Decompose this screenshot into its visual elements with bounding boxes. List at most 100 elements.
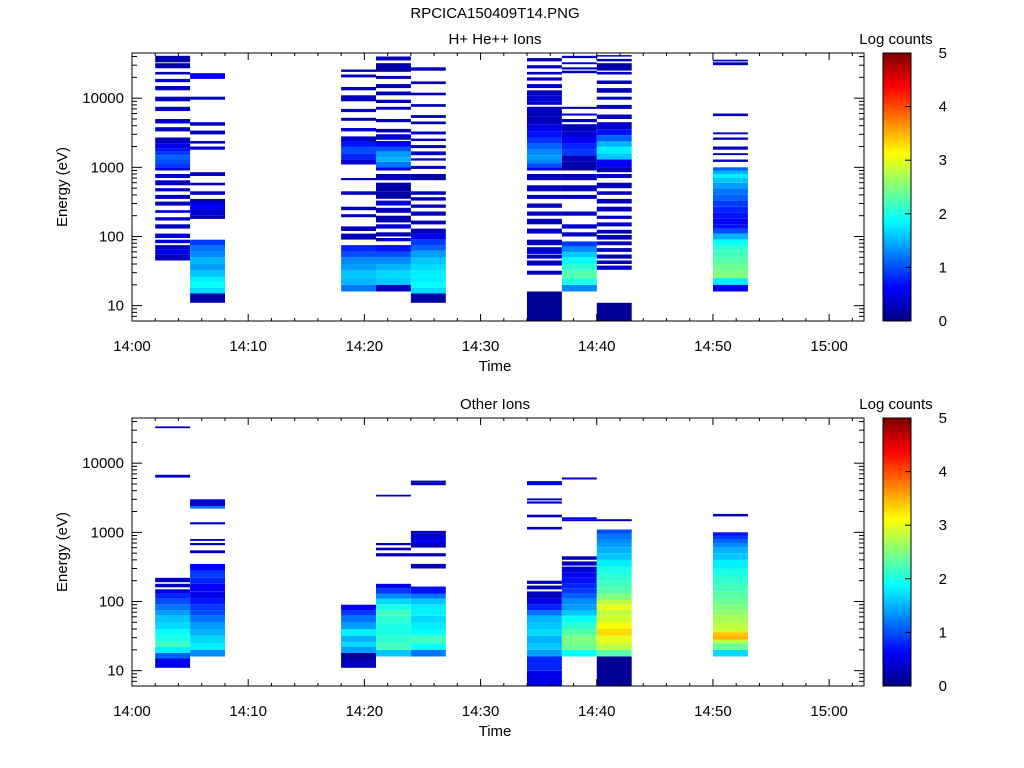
spectrogram-cell — [596, 159, 632, 168]
spectrogram-cell — [155, 615, 191, 623]
spectrogram-cell — [155, 583, 191, 588]
colorbar-segment — [883, 552, 911, 556]
spectrogram-cell — [341, 95, 376, 102]
spectrogram-cell — [341, 635, 376, 642]
colorbar-segment — [883, 101, 911, 105]
spectrogram-cell — [155, 635, 191, 642]
colorbar-segment — [883, 227, 911, 231]
spectrogram-cell — [190, 610, 225, 616]
spectrogram-cell — [155, 167, 191, 171]
colorbar-segment — [883, 189, 911, 193]
colorbar-segment — [883, 527, 911, 531]
spectrogram-cell — [561, 593, 597, 599]
colorbar-segment — [883, 519, 911, 523]
colorbar-segment — [883, 109, 911, 113]
spectrogram-cell — [527, 622, 562, 629]
spectrogram-cell — [190, 203, 225, 209]
spectrogram-cell — [527, 580, 562, 584]
colorbar-segment — [883, 613, 911, 617]
colorbar-tick-label: 4 — [939, 464, 947, 481]
spectrogram-cell — [596, 302, 632, 321]
colorbar-segment — [883, 146, 911, 150]
colorbar-segment — [883, 187, 911, 191]
spectrogram-cell — [527, 629, 562, 636]
y-tick-label: 1000 — [91, 524, 124, 541]
spectrogram-cell — [596, 153, 632, 160]
spectrogram-cell — [561, 113, 597, 116]
colorbar-segment — [883, 224, 911, 228]
spectrogram-cell — [713, 532, 748, 536]
colorbar-tick-label: 3 — [939, 152, 947, 169]
colorbar-segment — [883, 53, 911, 57]
colorbar-segment — [883, 138, 911, 142]
spectrogram-cell — [596, 593, 632, 600]
spectrogram-cell — [561, 643, 597, 650]
spectrogram-cell — [713, 643, 748, 650]
spectrogram-cell — [527, 247, 562, 254]
spectrogram-cell — [410, 533, 446, 540]
spectrogram-cell — [596, 222, 632, 227]
spectrogram-cell — [527, 95, 562, 102]
colorbar-tick-label: 5 — [939, 45, 947, 62]
colorbar-segment — [883, 130, 911, 134]
spectrogram-cell — [596, 80, 632, 84]
colorbar-segment — [883, 106, 911, 110]
spectrogram-cell — [155, 598, 191, 605]
spectrogram-cell — [713, 228, 748, 234]
spectrogram-cell — [190, 96, 225, 100]
colorbar-segment — [883, 219, 911, 223]
colorbar-segment — [883, 90, 911, 94]
spectrogram-cell — [527, 514, 562, 518]
spectrogram-cell — [410, 610, 446, 616]
colorbar-segment — [883, 442, 911, 446]
spectrogram-cell — [561, 566, 597, 573]
spectrogram-cell — [596, 146, 632, 154]
spectrogram-cell — [155, 159, 191, 164]
colorbar-segment — [883, 254, 911, 258]
colorbar-segment — [883, 525, 911, 529]
spectrogram-cell — [713, 250, 748, 258]
x-tick-label: 14:30 — [462, 703, 500, 720]
spectrogram-cell — [376, 151, 411, 158]
spectrogram-cell — [596, 574, 632, 581]
colorbar-segment — [883, 600, 911, 604]
colorbar-segment — [883, 578, 911, 582]
colorbar-segment — [883, 635, 911, 639]
colorbar-segment — [883, 546, 911, 550]
spectrogram-cell — [713, 257, 748, 264]
spectrogram-cell — [190, 264, 225, 271]
colorbar-segment — [883, 463, 911, 467]
spectrogram-cell — [190, 591, 225, 599]
spectrogram-cell — [410, 530, 446, 534]
spectrogram-cell — [561, 224, 597, 229]
spectrogram-cell — [527, 149, 562, 156]
spectrogram-cell — [596, 656, 632, 686]
spectrogram-cell — [596, 122, 632, 130]
spectrogram-cell — [527, 163, 562, 168]
spectrogram-cell — [190, 293, 225, 303]
spectrogram-cell — [190, 282, 225, 288]
x-tick-label: 14:10 — [229, 703, 267, 720]
spectrogram-cell — [596, 58, 632, 62]
y-axis-label: Energy (eV) — [54, 512, 71, 592]
spectrogram-cell — [376, 610, 411, 616]
spectrogram-cell — [190, 182, 225, 186]
colorbar-segment — [883, 584, 911, 588]
spectrogram-cell — [713, 113, 748, 117]
spectrogram-cell — [376, 593, 411, 599]
colorbar-segment — [883, 677, 911, 682]
spectrogram-cell — [410, 204, 446, 208]
spectrogram-cell — [596, 559, 632, 567]
colorbar-segment — [883, 184, 911, 188]
spectrogram-cell — [527, 481, 562, 486]
x-tick-label: 15:00 — [810, 338, 848, 355]
spectrogram-cell — [376, 553, 411, 557]
spectrogram-cell — [561, 137, 597, 144]
spectrogram-cell — [376, 598, 411, 605]
spectrogram-cell — [410, 539, 446, 543]
spectrogram-cell — [713, 239, 748, 246]
colorbar: 0 1 2 3 4 5 Log counts — [859, 31, 947, 330]
spectrogram-cell — [341, 141, 376, 147]
spectrogram-cell — [713, 132, 748, 135]
colorbar-segment — [883, 245, 911, 250]
